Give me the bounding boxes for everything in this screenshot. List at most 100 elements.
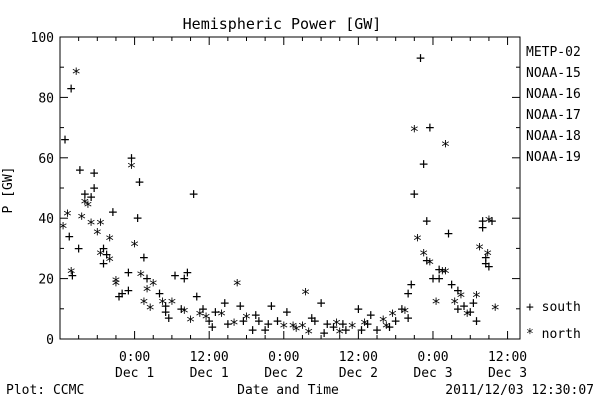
data-point: +: [205, 312, 214, 330]
legend-entry: NOAA-16: [526, 87, 581, 102]
data-point: +: [118, 285, 127, 303]
data-point: +: [80, 185, 89, 203]
data-point: *: [195, 306, 205, 325]
data-point: *: [400, 303, 410, 322]
data-point: +: [407, 276, 416, 294]
data-point: *: [410, 122, 420, 141]
data-point: +: [404, 309, 413, 327]
data-point: *: [441, 264, 451, 283]
x-axis-label: Date and Time: [237, 383, 339, 398]
data-points: +*++*+ *+*+++ *+++* + + * ++*+*+++*+*++++*++++…: [58, 49, 500, 343]
data-point: +: [74, 239, 83, 257]
data-point: +: [143, 270, 152, 288]
data-point: +: [220, 294, 229, 312]
data-point: +: [428, 270, 437, 288]
data-point: *: [92, 224, 102, 243]
data-point: *: [382, 318, 392, 337]
data-point: +: [478, 212, 487, 230]
data-point: +: [391, 312, 400, 330]
data-point: *: [217, 306, 227, 325]
y-tick-label: 0: [46, 333, 54, 348]
data-point: *: [419, 245, 429, 264]
data-point: +: [323, 315, 332, 333]
data-point: *: [96, 245, 106, 264]
timestamp: 2011/12/03 12:30:07: [445, 383, 594, 398]
data-point: +: [192, 288, 201, 306]
chart-title: Hemispheric Power [GW]: [183, 15, 382, 33]
data-point: *: [347, 318, 357, 337]
data-point: +: [68, 267, 77, 285]
data-point: *: [301, 285, 311, 304]
y-tick-label: 40: [38, 212, 54, 227]
data-point: *: [136, 267, 146, 286]
data-point: +: [99, 255, 108, 273]
data-point: +: [254, 312, 263, 330]
data-point: *: [71, 64, 81, 83]
data-point: +: [472, 312, 481, 330]
data-point: +: [484, 258, 493, 276]
legend-entry: NOAA-18: [526, 129, 581, 144]
data-point: *: [201, 309, 211, 328]
data-point: *: [167, 294, 177, 313]
data-point: *: [378, 312, 388, 331]
data-point: *: [86, 215, 96, 234]
y-tick-label: 60: [38, 152, 54, 167]
data-point: *: [111, 273, 121, 292]
data-point: +: [133, 209, 142, 227]
marker-legend: + south * north: [526, 300, 581, 342]
data-point: +: [161, 303, 170, 321]
data-point: *: [475, 239, 485, 258]
data-point: +: [264, 315, 273, 333]
data-point: *: [229, 315, 239, 334]
legend-entry: NOAA-17: [526, 108, 581, 123]
plot-area: [59, 36, 521, 340]
data-point: *: [77, 209, 87, 228]
data-point: +: [139, 248, 148, 266]
data-point: +: [211, 303, 220, 321]
data-point: *: [332, 315, 342, 334]
data-point: +: [341, 321, 350, 339]
data-point: *: [105, 230, 115, 249]
y-tick-label: 100: [31, 31, 54, 46]
data-point: +: [102, 245, 111, 263]
data-point: +: [239, 312, 248, 330]
data-point: +: [481, 255, 490, 273]
data-point: +: [282, 303, 291, 321]
data-point: *: [304, 324, 314, 343]
data-point: *: [158, 294, 168, 313]
data-point: *: [279, 318, 289, 337]
data-point: +: [67, 79, 76, 97]
data-point: +: [124, 264, 133, 282]
data-point: +: [60, 131, 69, 149]
data-point: *: [127, 158, 137, 177]
data-point: +: [108, 203, 117, 221]
data-point: +: [410, 185, 419, 203]
data-point: *: [483, 245, 493, 264]
data-point: +: [183, 264, 192, 282]
data-point: +: [198, 300, 207, 318]
data-point: *: [58, 218, 68, 237]
data-point: +: [416, 49, 425, 67]
data-point: *: [335, 324, 345, 343]
data-point: *: [142, 282, 152, 301]
data-point: +: [273, 312, 282, 330]
data-point: +: [307, 309, 316, 327]
data-point: +: [373, 321, 382, 339]
data-point: *: [186, 312, 196, 331]
data-point: +: [251, 306, 260, 324]
data-point: *: [66, 264, 76, 283]
data-point: +: [208, 318, 217, 336]
data-point: *: [83, 197, 93, 216]
data-point: *: [490, 300, 500, 319]
data-point: +: [317, 294, 326, 312]
data-point: +: [478, 218, 487, 236]
data-point: *: [180, 303, 190, 322]
data-point: +: [488, 212, 497, 230]
data-point: +: [99, 239, 108, 257]
data-point: +: [453, 300, 462, 318]
x-tick-date-label: Dec 1: [115, 366, 154, 381]
data-point: *: [130, 236, 140, 255]
x-tick-time-label: 12:00: [488, 350, 527, 365]
data-point: +: [329, 318, 338, 336]
